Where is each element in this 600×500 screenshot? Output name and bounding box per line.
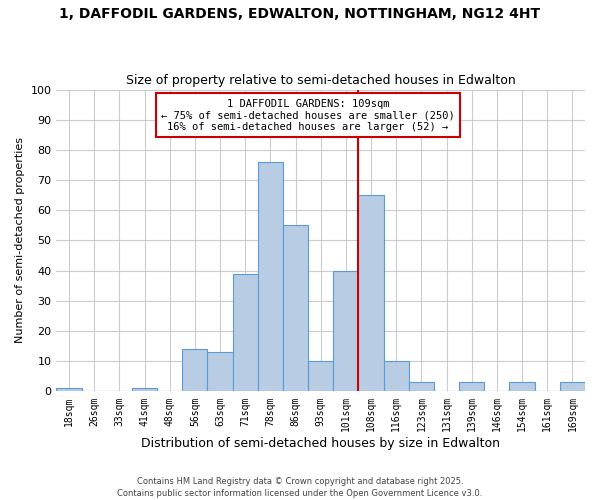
Bar (409, 382, 434, 392)
Bar (132, 388, 157, 392)
X-axis label: Distribution of semi-detached houses by size in Edwalton: Distribution of semi-detached houses by … (141, 437, 500, 450)
Bar (208, 352, 233, 392)
Text: Contains HM Land Registry data © Crown copyright and database right 2025.
Contai: Contains HM Land Registry data © Crown c… (118, 476, 482, 498)
Bar (182, 349, 208, 392)
Bar (383, 361, 409, 392)
Title: Size of property relative to semi-detached houses in Edwalton: Size of property relative to semi-detach… (126, 74, 515, 87)
Bar (560, 382, 585, 392)
Bar (258, 162, 283, 392)
Bar (358, 195, 383, 392)
Bar (308, 361, 333, 392)
Y-axis label: Number of semi-detached properties: Number of semi-detached properties (15, 138, 25, 344)
Bar (509, 382, 535, 392)
Text: 1, DAFFODIL GARDENS, EDWALTON, NOTTINGHAM, NG12 4HT: 1, DAFFODIL GARDENS, EDWALTON, NOTTINGHA… (59, 8, 541, 22)
Bar (56, 388, 82, 392)
Bar (333, 270, 358, 392)
Text: 1 DAFFODIL GARDENS: 109sqm
← 75% of semi-detached houses are smaller (250)
16% o: 1 DAFFODIL GARDENS: 109sqm ← 75% of semi… (161, 98, 455, 132)
Bar (233, 274, 258, 392)
Bar (283, 226, 308, 392)
Bar (459, 382, 484, 392)
